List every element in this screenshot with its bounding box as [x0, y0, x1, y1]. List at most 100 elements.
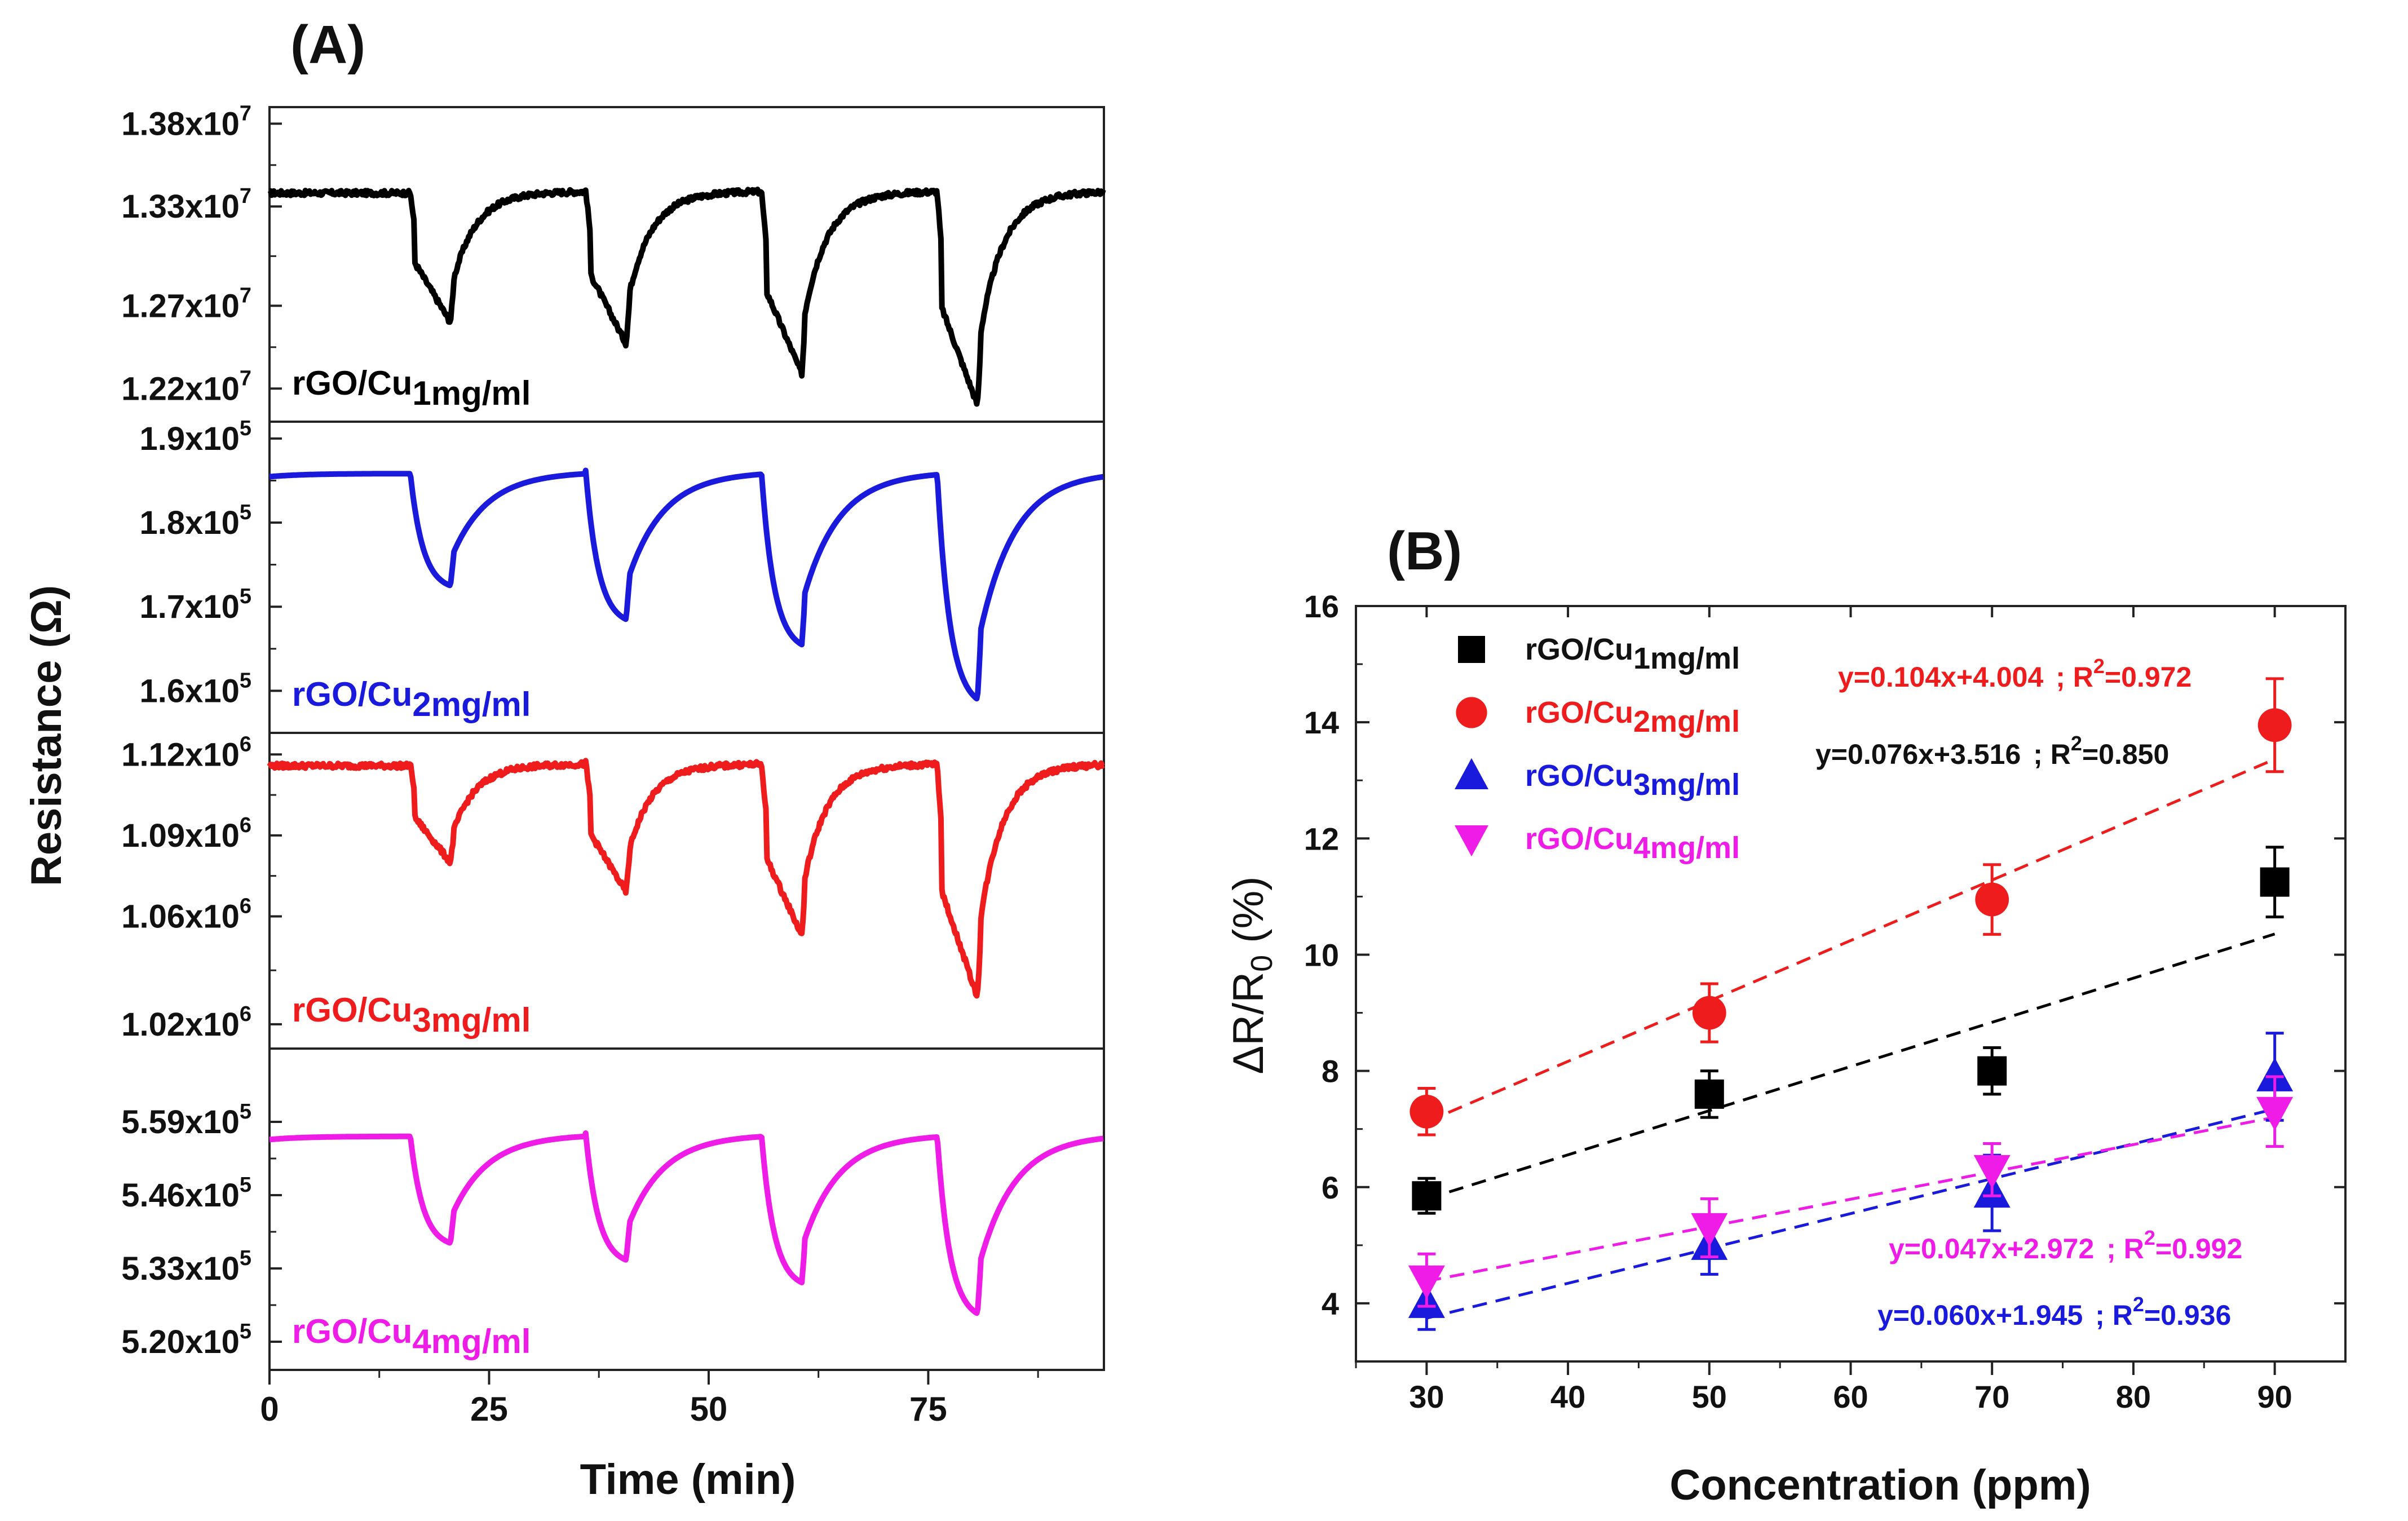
data-point — [1975, 882, 2009, 917]
y-tick-mantissa: 5.46x10 — [121, 1177, 240, 1214]
fit-equations: y=0.104x+4.004; R2=0.972y=0.076x+3.516; … — [1815, 655, 2242, 1331]
y-tick-mantissa: 1.27x10 — [121, 288, 240, 324]
data-point — [2256, 1058, 2294, 1091]
subplot-series-label: rGO/Cu2mg/ml — [292, 675, 531, 723]
y-tick-exponent: 6 — [240, 813, 251, 837]
y-tick-exponent: 5 — [240, 501, 251, 524]
panel-b-label: (B) — [1387, 521, 1462, 581]
panel-b-y-label-sub: 0 — [1245, 955, 1279, 972]
y-tick-exponent: 5 — [240, 417, 251, 440]
y-tick-exponent: 5 — [240, 1246, 251, 1270]
legend-label-4: rGO/Cu4mg/ml — [1525, 822, 1740, 865]
y-tick-mantissa: 1.22x10 — [121, 370, 240, 407]
series-label-main: rGO/Cu — [292, 364, 412, 402]
y-tick-label: 1.9x105 — [139, 417, 251, 457]
series-label-sub: 3mg/ml — [412, 1001, 531, 1039]
equation-sup: 2 — [2071, 732, 2082, 755]
series-line-3 — [267, 758, 1106, 999]
equation-formula: y=0.060x+1.945 — [1877, 1299, 2083, 1331]
y-tick-mantissa: 1.6x10 — [139, 673, 239, 709]
y-tick-label: 5.46x105 — [121, 1173, 251, 1214]
fit-equation-4: y=0.060x+1.945 ; R2=0.936 — [1877, 1293, 2231, 1331]
panel-b: (B) 30 40 50 60 70 80 9046810121416rGO/Cu1mg/m… — [1225, 521, 2347, 1509]
legend-label-main: rGO/Cu — [1525, 822, 1633, 856]
y-tick-label: 1.38x107 — [121, 101, 251, 142]
y-tick-exponent: 7 — [240, 101, 251, 125]
y-tick-exponent: 7 — [240, 184, 251, 208]
y-tick-mantissa: 1.12x10 — [121, 736, 240, 773]
data-point — [1694, 1079, 1724, 1109]
data-point — [1691, 1213, 1728, 1247]
data-point — [1410, 1094, 1444, 1129]
y-tick-label: 1.09x106 — [121, 813, 251, 854]
equation-sup: 2 — [2144, 1226, 2155, 1249]
data-point — [1692, 996, 1726, 1030]
y-tick-label: 1.27x107 — [121, 284, 251, 324]
equation-r-value: =0.972 — [2105, 661, 2191, 693]
legend-marker-1 — [1458, 636, 1485, 663]
series-line-2 — [267, 467, 1105, 702]
legend-label-sub: 4mg/ml — [1633, 831, 1740, 865]
y-tick-label: 4 — [1322, 1286, 1339, 1321]
legend-marker-4 — [1455, 825, 1488, 857]
panel-b-x-axis-label: Concentration (ppm) — [1669, 1461, 2091, 1509]
x-tick-label: 0 — [260, 1390, 279, 1428]
x-tick-label: 70 — [1974, 1379, 2009, 1414]
y-tick-mantissa: 1.06x10 — [121, 898, 240, 935]
equation-sep: ; R — [2095, 1299, 2133, 1331]
legend-label-sub: 1mg/ml — [1633, 642, 1740, 675]
y-tick-label: 5.59x105 — [121, 1100, 251, 1140]
y-tick-mantissa: 1.33x10 — [121, 188, 240, 225]
y-tick-label: 1.8x105 — [139, 501, 251, 541]
equation-formula: y=0.076x+3.516 — [1815, 739, 2021, 770]
y-tick-mantissa: 5.33x10 — [121, 1250, 240, 1287]
y-tick-mantissa: 5.20x10 — [121, 1324, 240, 1360]
fit-equation-3: y=0.047x+2.972 ; R2=0.992 — [1889, 1226, 2242, 1264]
panel-b-y-label-unit: (%) — [1225, 876, 1273, 954]
series-1 — [1412, 846, 2290, 1215]
data-point — [2260, 867, 2290, 897]
y-tick-label: 1.12x106 — [121, 732, 251, 773]
y-tick-label: 1.02x106 — [121, 1002, 251, 1043]
y-tick-exponent: 5 — [240, 1100, 251, 1124]
y-tick-exponent: 6 — [240, 894, 251, 918]
y-tick-label: 16 — [1304, 589, 1339, 624]
fit-line-3 — [1426, 1107, 2276, 1320]
data-point — [2257, 708, 2292, 742]
legend-label-3: rGO/Cu3mg/ml — [1525, 759, 1740, 802]
data-point — [1408, 1265, 1445, 1299]
y-tick-label: 1.06x106 — [121, 894, 251, 935]
equation-formula: y=0.047x+2.972 — [1889, 1233, 2094, 1264]
y-tick-exponent: 5 — [240, 1173, 251, 1197]
x-tick-label: 50 — [690, 1390, 728, 1428]
legend: rGO/Cu1mg/mlrGO/Cu2mg/mlrGO/Cu3mg/mlrGO/… — [1455, 633, 1740, 865]
series-2 — [1410, 677, 2292, 1137]
equation-sup: 2 — [2093, 655, 2105, 678]
subplot-series-label: rGO/Cu3mg/ml — [292, 991, 531, 1039]
panel-a-x-axis-label: Time (min) — [580, 1456, 796, 1504]
y-tick-label: 10 — [1304, 937, 1339, 972]
legend-label-main: rGO/Cu — [1525, 633, 1633, 666]
fit-line-2 — [1426, 758, 2276, 1124]
y-tick-mantissa: 1.38x10 — [121, 105, 240, 142]
panel-a-x-axis: 0 25 50 75 — [260, 1370, 1039, 1428]
legend-label-sub: 2mg/ml — [1633, 705, 1740, 739]
y-tick-exponent: 7 — [240, 366, 251, 390]
y-tick-mantissa: 1.09x10 — [121, 817, 240, 854]
legend-marker-3 — [1455, 758, 1488, 789]
y-tick-mantissa: 1.9x10 — [139, 421, 239, 457]
series-label-sub: 1mg/ml — [412, 374, 531, 412]
legend-label-1: rGO/Cu1mg/ml — [1525, 633, 1740, 675]
series-line-4 — [267, 1130, 1105, 1316]
subplot-series-label: rGO/Cu4mg/ml — [292, 1312, 531, 1360]
panel-b-y-axis-label: ΔR/R0 (%) — [1225, 876, 1279, 1074]
equation-sep: ; R — [2106, 1233, 2144, 1264]
y-tick-exponent: 5 — [240, 669, 251, 692]
y-tick-exponent: 5 — [240, 585, 251, 608]
